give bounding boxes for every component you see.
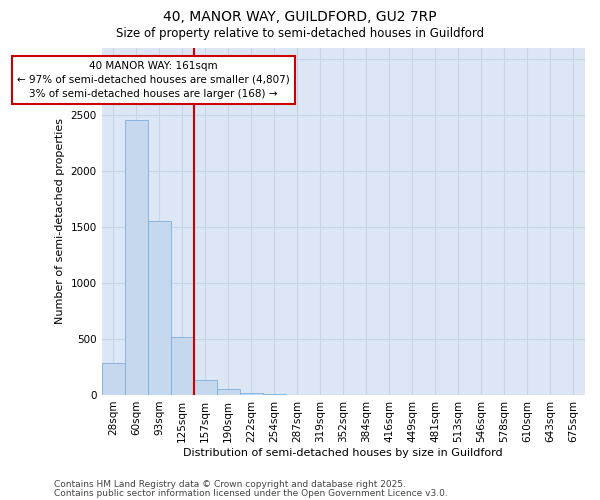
- X-axis label: Distribution of semi-detached houses by size in Guildford: Distribution of semi-detached houses by …: [184, 448, 503, 458]
- Bar: [194, 380, 217, 395]
- Text: 40, MANOR WAY, GUILDFORD, GU2 7RP: 40, MANOR WAY, GUILDFORD, GU2 7RP: [163, 10, 437, 24]
- Bar: [263, 394, 286, 395]
- Text: Contains HM Land Registry data © Crown copyright and database right 2025.: Contains HM Land Registry data © Crown c…: [54, 480, 406, 489]
- Bar: [148, 221, 170, 395]
- Bar: [217, 390, 239, 395]
- Text: Size of property relative to semi-detached houses in Guildford: Size of property relative to semi-detach…: [116, 28, 484, 40]
- Text: 40 MANOR WAY: 161sqm
← 97% of semi-detached houses are smaller (4,807)
3% of sem: 40 MANOR WAY: 161sqm ← 97% of semi-detac…: [17, 61, 290, 99]
- Bar: [170, 336, 194, 395]
- Bar: [101, 363, 125, 395]
- Y-axis label: Number of semi-detached properties: Number of semi-detached properties: [55, 118, 65, 324]
- Bar: [239, 392, 263, 395]
- Text: Contains public sector information licensed under the Open Government Licence v3: Contains public sector information licen…: [54, 489, 448, 498]
- Bar: [125, 120, 148, 395]
